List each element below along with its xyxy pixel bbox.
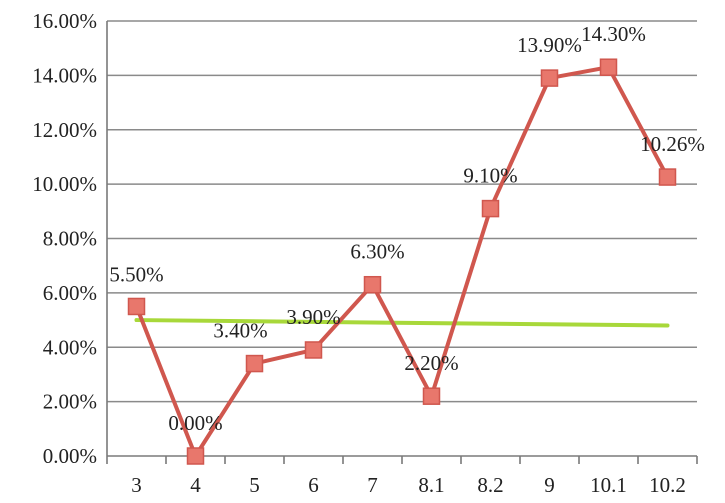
data-label: 14.30% <box>581 22 646 46</box>
x-tick-label: 10.1 <box>590 473 627 497</box>
x-tick-label: 7 <box>367 473 378 497</box>
data-label: 3.40% <box>213 319 267 343</box>
data-label: 13.90% <box>517 33 582 57</box>
data-point-marker <box>481 199 500 218</box>
y-tick-label: 4.00% <box>43 335 97 359</box>
data-point-marker <box>599 58 618 76</box>
x-tick-label: 9 <box>544 473 555 497</box>
data-point-marker <box>658 168 677 186</box>
x-tick-label: 10.2 <box>649 473 686 497</box>
data-point-marker <box>186 447 205 465</box>
grid-layer <box>107 20 697 403</box>
y-tick-label: 10.00% <box>32 172 97 196</box>
data-point-marker <box>304 341 323 359</box>
y-tick-label: 2.00% <box>43 390 97 414</box>
data-label: 9.10% <box>463 164 517 188</box>
data-point-marker <box>422 387 441 405</box>
data-label: 5.50% <box>109 262 163 286</box>
y-tick-label: 12.00% <box>32 118 97 142</box>
trend-line <box>134 318 670 328</box>
y-tick-label: 8.00% <box>43 227 97 251</box>
series-layer <box>127 58 677 465</box>
label-layer: 5.50% 0.00% 3.40% 3.90% 6.30% 2.20% 9.10% 13.90… <box>109 22 705 435</box>
data-label: 3.90% <box>286 305 340 329</box>
data-point-marker <box>245 354 264 373</box>
x-tick-label: 6 <box>308 473 319 497</box>
data-label: 10.26% <box>640 132 705 156</box>
y-tick-label: 0.00% <box>43 444 97 468</box>
x-tick-label: 5 <box>249 473 260 497</box>
trend-layer <box>134 318 670 328</box>
data-label: 2.20% <box>404 351 458 375</box>
data-point-marker <box>363 275 382 294</box>
data-label: 6.30% <box>350 240 404 264</box>
y-tick-label: 14.00% <box>32 63 97 87</box>
y-tick-label: 6.00% <box>43 281 97 305</box>
data-point-marker <box>127 297 146 316</box>
x-tick-label: 3 <box>131 473 142 497</box>
data-point-marker <box>540 69 559 87</box>
series-line <box>134 65 670 458</box>
x-tick-label: 8.1 <box>418 473 444 497</box>
y-tick-label: 16.00% <box>32 9 97 33</box>
x-tick-label: 4 <box>190 473 201 497</box>
x-tick-label: 8.2 <box>477 473 503 497</box>
data-label: 0.00% <box>168 411 222 435</box>
axis-layer: 0.00% 2.00% 4.00% 6.00% 8.00% 10.00% 12.00% 14.… <box>32 9 698 497</box>
